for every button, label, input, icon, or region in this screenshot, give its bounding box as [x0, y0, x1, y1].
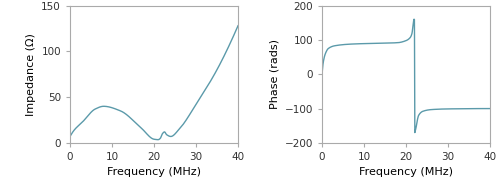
X-axis label: Frequency (MHz): Frequency (MHz) — [359, 168, 453, 177]
Y-axis label: Phase (rads): Phase (rads) — [269, 39, 279, 109]
X-axis label: Frequency (MHz): Frequency (MHz) — [107, 168, 201, 177]
Y-axis label: Impedance (Ω): Impedance (Ω) — [26, 33, 36, 116]
